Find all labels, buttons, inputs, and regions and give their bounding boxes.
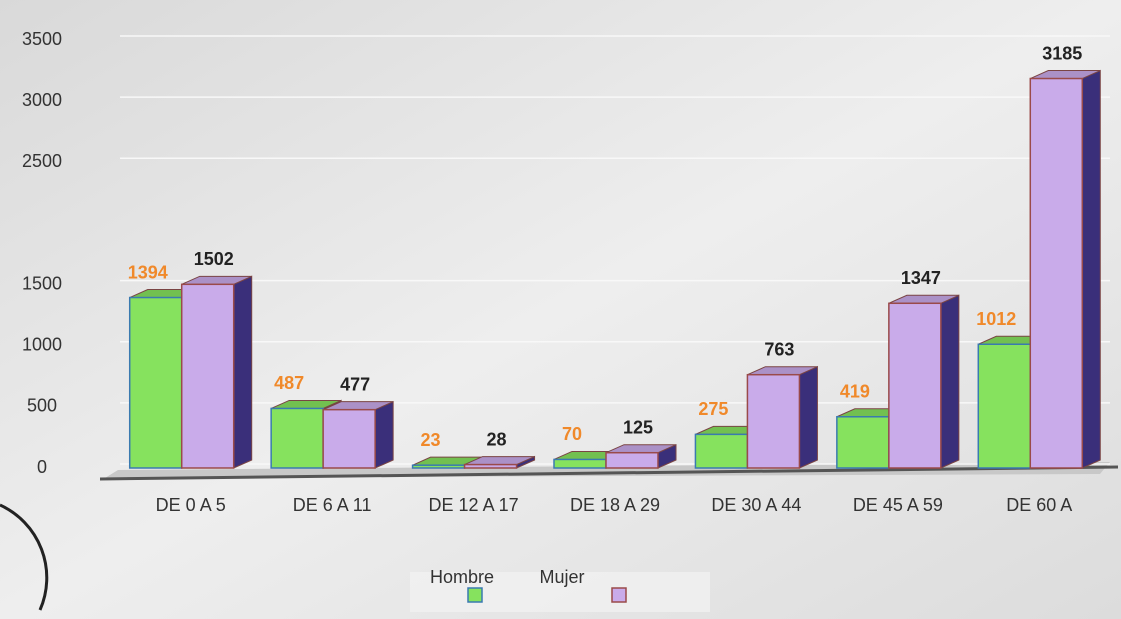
bar — [463, 463, 518, 469]
value-label: 763 — [764, 339, 794, 359]
legend-swatch — [611, 587, 627, 603]
x-tick-label: DE 12 A 17 — [429, 495, 519, 515]
value-label: 1347 — [901, 268, 941, 288]
legend-box — [410, 572, 710, 612]
value-label: 419 — [840, 382, 870, 402]
bar-side — [798, 365, 818, 469]
y-tick-label: 3000 — [22, 90, 62, 110]
bar-side — [374, 400, 394, 469]
x-tick-label: DE 18 A 29 — [570, 495, 660, 515]
bar-side — [233, 275, 253, 469]
bar — [977, 343, 1032, 469]
value-label: 1502 — [194, 249, 234, 269]
value-label: 23 — [421, 430, 441, 450]
y-tick-label: 0 — [37, 457, 47, 477]
value-label: 477 — [340, 374, 370, 394]
bar-side — [940, 294, 960, 469]
x-tick-label: DE 0 A 5 — [156, 495, 226, 515]
bar — [322, 408, 376, 469]
x-tick-label: DE 6 A 11 — [293, 495, 372, 515]
legend-label: Hombre — [430, 567, 494, 587]
x-tick-label: DE 30 A 44 — [711, 495, 801, 515]
value-label: 487 — [274, 373, 304, 393]
x-tick-label: DE 45 A 59 — [853, 495, 943, 515]
bar — [411, 464, 466, 469]
y-tick-label: 1000 — [22, 334, 62, 354]
bar-side — [1081, 69, 1101, 469]
bar — [553, 458, 607, 469]
y-tick-label: 2500 — [22, 151, 62, 171]
bar — [605, 451, 659, 469]
value-label: 1012 — [976, 309, 1016, 329]
y-tick-label: 500 — [27, 396, 57, 416]
legend-swatch — [467, 587, 483, 603]
value-label: 28 — [487, 429, 507, 449]
bar — [128, 296, 183, 469]
value-label: 3185 — [1042, 43, 1082, 63]
y-tick-label: 3500 — [22, 29, 62, 49]
bar — [1029, 77, 1084, 469]
bar — [180, 283, 235, 469]
bar — [746, 373, 801, 469]
y-tick-label: 1500 — [22, 273, 62, 293]
value-label: 1394 — [128, 262, 168, 282]
value-label: 125 — [623, 417, 653, 437]
scan-artifact — [0, 503, 49, 611]
value-label: 275 — [698, 399, 728, 419]
bar — [888, 302, 942, 469]
legend-label: Mujer — [539, 567, 584, 587]
x-tick-label: DE 60 A — [1006, 495, 1072, 515]
value-label: 70 — [562, 424, 582, 444]
x-axis — [99, 465, 1119, 481]
bar — [694, 433, 749, 469]
bar — [270, 407, 324, 469]
bar — [836, 416, 890, 469]
